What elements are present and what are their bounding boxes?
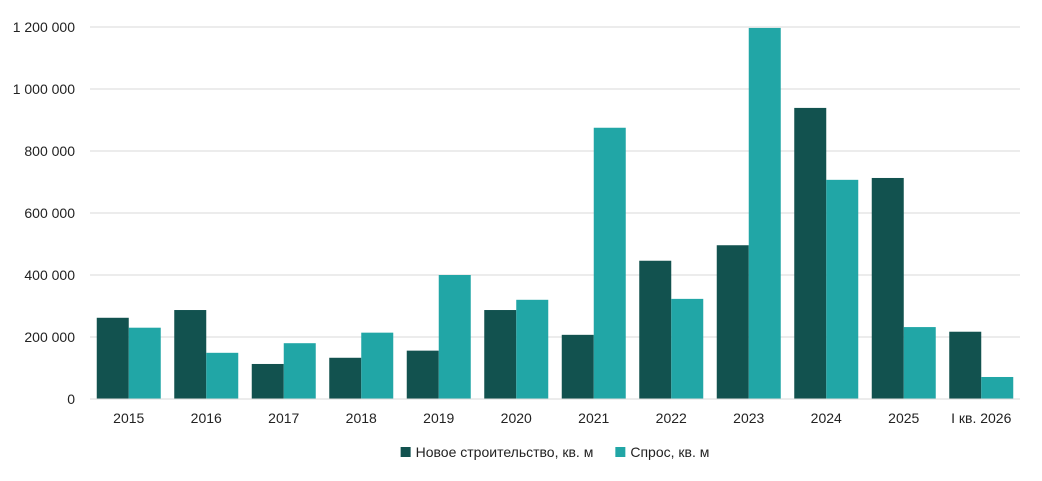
legend-swatch — [615, 447, 626, 457]
bar-new-construction-7 — [639, 260, 672, 399]
x-tick-label: 2021 — [578, 410, 609, 426]
y-tick-label: 200 000 — [24, 329, 75, 345]
x-tick-label: 2018 — [346, 410, 377, 426]
bar-new-construction-2 — [251, 363, 284, 399]
y-tick-label: 1 200 000 — [13, 19, 75, 35]
x-tick-label: 2015 — [113, 410, 144, 426]
bar-new-construction-10 — [871, 177, 904, 399]
y-tick-label: 600 000 — [24, 205, 75, 221]
legend: Новое строительство, кв. м Спрос, кв. м — [400, 444, 709, 460]
bar-demand-6 — [593, 127, 626, 399]
bar-new-construction-0 — [96, 317, 129, 399]
x-tick-label: 2025 — [888, 410, 919, 426]
y-tick-label: 400 000 — [24, 267, 75, 283]
bar-demand-8 — [748, 27, 781, 400]
x-tick-label: 2019 — [423, 410, 454, 426]
x-tick-label: 2017 — [268, 410, 299, 426]
bar-new-construction-3 — [329, 357, 362, 399]
x-tick-label: I кв. 2026 — [951, 410, 1011, 426]
gridlines — [90, 26, 1020, 338]
bar-demand-4 — [438, 275, 471, 399]
bar-demand-0 — [128, 327, 161, 399]
bar-demand-5 — [516, 299, 549, 399]
bar-new-construction-11 — [949, 331, 982, 399]
bar-demand-1 — [206, 352, 239, 399]
y-tick-label: 800 000 — [24, 143, 75, 159]
legend-swatch — [400, 447, 411, 457]
legend-item-demand: Спрос, кв. м — [615, 444, 709, 460]
bar-new-construction-8 — [716, 245, 749, 399]
x-tick-label: 2020 — [501, 410, 532, 426]
bar-new-construction-9 — [794, 107, 827, 399]
y-tick-label: 1 000 000 — [13, 81, 75, 97]
bar-new-construction-4 — [406, 350, 439, 399]
y-axis-tick-labels: 0 200 000 400 000 600 000 800 000 1 000 000 1 … — [13, 19, 76, 407]
bar-demand-2 — [283, 343, 316, 399]
x-tick-label: 2016 — [191, 410, 222, 426]
bar-new-construction-5 — [484, 310, 517, 399]
bar-demand-9 — [826, 179, 859, 399]
bar-demand-3 — [361, 332, 394, 399]
x-tick-label: 2022 — [656, 410, 687, 426]
bar-demand-7 — [671, 298, 704, 399]
y-tick-label: 0 — [67, 391, 75, 407]
legend-item-new-construction: Новое строительство, кв. м — [400, 444, 594, 460]
bar-demand-10 — [903, 327, 936, 399]
bar-new-construction-6 — [561, 334, 594, 399]
bars — [96, 27, 1014, 400]
legend-label: Новое строительство, кв. м — [416, 444, 594, 460]
bar-new-construction-1 — [174, 310, 207, 399]
x-tick-label: 2023 — [733, 410, 764, 426]
x-tick-label: 2024 — [811, 410, 842, 426]
legend-label: Спрос, кв. м — [630, 444, 709, 460]
bar-demand-11 — [981, 376, 1014, 399]
x-axis-tick-labels: 2015 2016 2017 2018 2019 2020 2021 2022 2023 2024… — [113, 410, 1011, 426]
